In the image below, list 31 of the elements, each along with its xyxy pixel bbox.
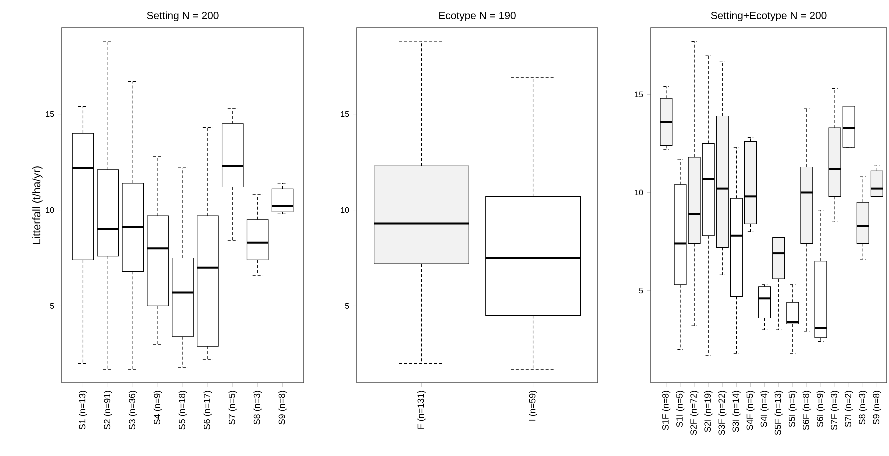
- x-tick-label: S7I (n=2): [844, 391, 854, 428]
- x-tick-label: S8 (n=3): [858, 391, 868, 425]
- x-tick-label: S1I (n=5): [676, 391, 685, 428]
- x-tick-label: S6 (n=17): [204, 391, 212, 430]
- x-tick-label: S6I (n=9): [816, 391, 826, 428]
- x-tick-label: S5F (n=13): [774, 391, 784, 436]
- x-tick-label: S5 (n=18): [178, 391, 188, 430]
- x-tick-label: S4I (n=4): [760, 391, 769, 428]
- x-tick-label: S9 (n=8): [873, 391, 882, 425]
- x-tick-label: S4F (n=5): [746, 391, 755, 430]
- y-axis-title: Litterfall (t/ha/yr): [32, 166, 43, 244]
- x-tick-label: S5I (n=5): [788, 391, 798, 428]
- x-tick-label: S6F (n=8): [802, 391, 812, 430]
- x-tick-label: F (n=131): [418, 391, 426, 429]
- x-tick-label: S3I (n=14): [732, 391, 741, 432]
- x-tick-label: S9 (n=8): [278, 391, 287, 425]
- x-tick-label: S4 (n=9): [154, 391, 162, 425]
- x-tick-label: S3F (n=22): [718, 391, 727, 436]
- chart-title: Setting+Ecotype N = 200: [711, 12, 827, 22]
- x-tick-label: S2I (n=19): [704, 391, 713, 432]
- x-tick-label: S2F (n=72): [690, 391, 699, 436]
- chart-title: Ecotype N = 190: [440, 12, 516, 22]
- x-tick-label: S8 (n=3): [254, 391, 262, 425]
- x-tick-label: S3 (n=36): [128, 391, 138, 430]
- x-tick-label: S1F (n=8): [662, 391, 671, 430]
- x-tick-label: S1 (n=13): [79, 391, 88, 430]
- x-tick-label: S7 (n=5): [228, 391, 238, 425]
- chart-title: Setting N = 200: [147, 12, 219, 22]
- x-tick-label: I (n=59): [529, 391, 538, 421]
- x-tick-label: S2 (n=91): [104, 391, 112, 430]
- x-tick-label: S7F (n=3): [830, 391, 840, 430]
